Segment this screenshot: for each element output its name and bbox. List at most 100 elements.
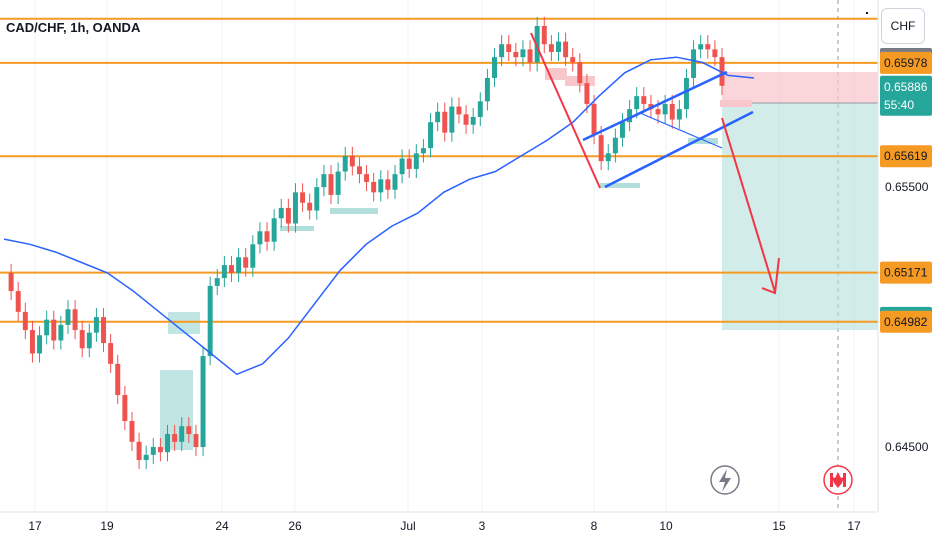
candle <box>364 165 370 192</box>
candle <box>477 92 483 127</box>
candle <box>406 149 412 179</box>
price-badge: 0.65171 <box>880 261 932 284</box>
candle <box>307 193 313 220</box>
candle <box>257 222 263 254</box>
candle <box>342 146 348 181</box>
candle <box>698 35 704 59</box>
candle <box>492 48 498 88</box>
time-tick-label: 24 <box>215 519 229 533</box>
candle <box>378 170 384 202</box>
candle <box>271 209 277 251</box>
demand-zone-4 <box>330 208 378 214</box>
candle <box>541 16 547 54</box>
projection-arrow <box>721 117 776 293</box>
candle <box>449 97 455 142</box>
channel-upper-line <box>582 70 728 142</box>
supply-zone-3 <box>720 100 752 107</box>
candle <box>605 144 611 171</box>
candle <box>51 310 57 350</box>
candle <box>548 35 554 62</box>
candle <box>79 320 85 358</box>
candle <box>300 183 306 212</box>
candle <box>200 346 206 457</box>
candle <box>8 263 14 301</box>
price-tick-label: 0.64500 <box>885 440 929 454</box>
candle <box>193 424 199 457</box>
candle <box>463 105 469 134</box>
candle <box>392 165 398 199</box>
candle <box>86 323 92 358</box>
candle <box>520 40 526 67</box>
currency-button[interactable]: CHF <box>881 8 925 44</box>
candle <box>413 144 419 179</box>
candle <box>420 139 426 163</box>
candle <box>577 53 583 93</box>
candle <box>93 307 99 342</box>
candle <box>22 302 28 340</box>
candle <box>456 97 462 124</box>
candle <box>314 178 320 220</box>
candle <box>399 149 405 184</box>
candle <box>612 128 618 163</box>
candle <box>712 40 718 67</box>
candle <box>683 68 689 119</box>
candle <box>250 235 256 277</box>
candle <box>506 35 512 62</box>
time-axis-labels: 17 19 24 26 Jul 3 8 10 15 17 <box>28 519 861 533</box>
candle <box>335 162 341 205</box>
candle <box>527 40 533 72</box>
price-badge-value: 0.65886 <box>884 80 928 94</box>
candle <box>584 74 590 114</box>
candle <box>321 165 327 197</box>
candle <box>484 68 490 111</box>
candle <box>285 198 291 233</box>
demand-zone-3 <box>280 226 314 231</box>
time-tick-label: 3 <box>479 519 486 533</box>
candle <box>292 183 298 233</box>
price-axis-labels: 0.65500 0.64500 <box>885 180 929 454</box>
candle <box>385 170 391 199</box>
candle <box>371 172 377 202</box>
candle <box>58 315 64 350</box>
candle <box>264 222 270 251</box>
candle <box>122 385 128 431</box>
countdown-label: 55:40 <box>884 98 914 112</box>
candle <box>221 256 227 288</box>
more-icon[interactable] <box>866 12 868 14</box>
time-tick-label: 17 <box>847 519 861 533</box>
candle <box>435 102 441 132</box>
moving-average-line <box>3 56 755 376</box>
price-badge-value: 0.65619 <box>884 149 928 163</box>
candle <box>513 42 519 67</box>
chart-title: CAD/CHF, 1h, OANDA <box>6 20 141 35</box>
canada-flag-icon[interactable] <box>823 465 853 495</box>
price-badge: 0.65978 <box>880 51 932 74</box>
price-badge: 0.64982 <box>880 310 932 333</box>
candle <box>356 157 362 184</box>
price-badge: 0.65886 55:40 <box>880 75 932 116</box>
candle <box>186 417 192 444</box>
candle <box>470 107 476 134</box>
candle <box>563 32 569 67</box>
lightning-icon[interactable] <box>710 465 740 495</box>
target-zone <box>722 104 878 330</box>
candle <box>428 113 434 158</box>
time-tick-label: 26 <box>288 519 302 533</box>
channel-lower-line <box>604 110 754 189</box>
demand-zone-5 <box>600 183 640 188</box>
candle <box>662 94 668 124</box>
candle <box>37 326 43 363</box>
candle <box>172 424 178 451</box>
time-tick-label: 8 <box>591 519 598 533</box>
candle <box>691 40 697 88</box>
channel-cross-line <box>639 112 723 149</box>
candle <box>534 16 540 72</box>
candle <box>136 432 142 470</box>
price-badge: 0.65619 <box>880 145 932 168</box>
time-tick-label: 17 <box>28 519 42 533</box>
candle <box>349 146 355 176</box>
drop-trend-line <box>530 32 601 189</box>
time-tick-label: Jul <box>400 519 415 533</box>
candle <box>65 300 71 334</box>
